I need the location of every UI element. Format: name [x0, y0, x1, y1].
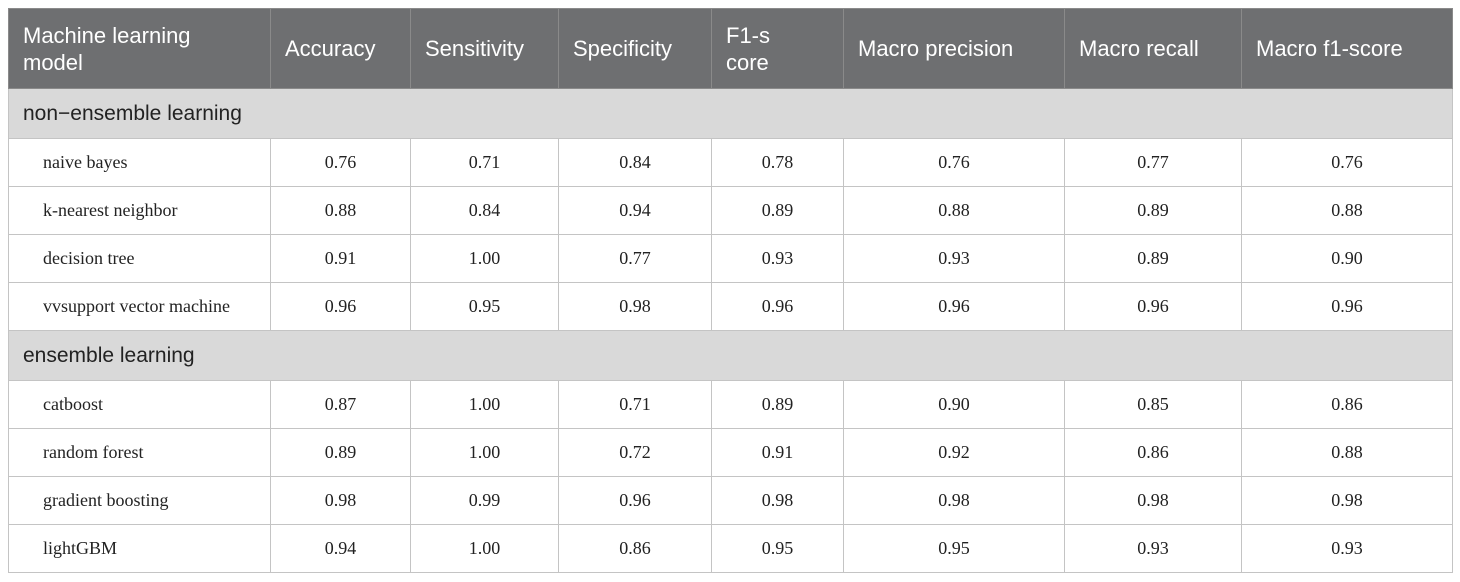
model-name: gradient boosting	[8, 476, 271, 525]
metric-value: 0.95	[410, 282, 559, 331]
header-text: Machine learning model	[23, 22, 191, 75]
metric-value: 0.98	[270, 476, 411, 525]
group-label: non−ensemble learning	[8, 88, 1453, 139]
metric-value: 0.96	[270, 282, 411, 331]
data-row: gradient boosting 0.98 0.99 0.96 0.98 0.98 0.9…	[8, 476, 1453, 525]
metric-value: 0.90	[843, 380, 1065, 429]
metric-value: 0.94	[270, 524, 411, 573]
model-name: vvsupport vector machine	[8, 282, 271, 331]
metric-value: 1.00	[410, 428, 559, 477]
metric-value: 0.88	[843, 186, 1065, 235]
metric-value: 0.89	[1064, 186, 1242, 235]
header-text: Macro precision	[858, 36, 1014, 61]
data-row: k-nearest neighbor 0.88 0.84 0.94 0.89 0.88 0.…	[8, 186, 1453, 235]
data-row: decision tree 0.91 1.00 0.77 0.93 0.93 0.89 0.9…	[8, 234, 1453, 283]
metric-value: 0.88	[1241, 186, 1453, 235]
metric-value: 0.91	[711, 428, 844, 477]
data-row: lightGBM 0.94 1.00 0.86 0.95 0.95 0.93 0.93	[8, 524, 1453, 573]
metric-value: 0.95	[711, 524, 844, 573]
header-text: Macro f1-score	[1256, 36, 1403, 61]
metric-value: 0.76	[843, 138, 1065, 187]
metric-value: 0.93	[843, 234, 1065, 283]
metric-value: 0.76	[1241, 138, 1453, 187]
metric-value: 0.98	[558, 282, 712, 331]
header-cell: Accuracy	[270, 8, 411, 89]
header-cell: Specificity	[558, 8, 712, 89]
metric-value: 0.88	[1241, 428, 1453, 477]
metric-value: 0.93	[711, 234, 844, 283]
metric-value: 0.89	[1064, 234, 1242, 283]
model-name: naive bayes	[8, 138, 271, 187]
group-row: non−ensemble learning	[8, 88, 1453, 139]
metric-value: 0.88	[270, 186, 411, 235]
metric-value: 0.86	[558, 524, 712, 573]
header-cell: Sensitivity	[410, 8, 559, 89]
metric-value: 0.89	[711, 380, 844, 429]
model-name: random forest	[8, 428, 271, 477]
metric-value: 0.92	[843, 428, 1065, 477]
data-row: vvsupport vector machine 0.96 0.95 0.98 0.96…	[8, 282, 1453, 331]
header-text: Sensitivity	[425, 36, 525, 61]
metric-value: 0.95	[843, 524, 1065, 573]
group-row: ensemble learning	[8, 330, 1453, 381]
header-text: Accuracy	[285, 36, 376, 61]
metric-value: 0.84	[410, 186, 559, 235]
table-body: non−ensemble learning naive bayes 0.76 0.71…	[8, 88, 1453, 573]
model-name: decision tree	[8, 234, 271, 283]
metric-value: 0.72	[558, 428, 712, 477]
model-name: catboost	[8, 380, 271, 429]
header-cell: Macro f1-score	[1241, 8, 1453, 89]
header-text: F1-score	[726, 22, 770, 75]
metric-value: 0.71	[410, 138, 559, 187]
header-cell: F1-score	[711, 8, 844, 89]
data-row: random forest 0.89 1.00 0.72 0.91 0.92 0.86 0.8…	[8, 428, 1453, 477]
metric-value: 1.00	[410, 234, 559, 283]
metric-value: 1.00	[410, 524, 559, 573]
model-name: lightGBM	[8, 524, 271, 573]
metric-value: 0.89	[711, 186, 844, 235]
metric-value: 0.77	[558, 234, 712, 283]
metric-value: 0.98	[1064, 476, 1242, 525]
data-row: catboost 0.87 1.00 0.71 0.89 0.90 0.85 0.86	[8, 380, 1453, 429]
group-label: ensemble learning	[8, 330, 1453, 381]
metric-value: 0.86	[1241, 380, 1453, 429]
metric-value: 0.78	[711, 138, 844, 187]
metric-value: 0.86	[1064, 428, 1242, 477]
metric-value: 0.99	[410, 476, 559, 525]
metric-value: 0.90	[1241, 234, 1453, 283]
metric-value: 0.98	[711, 476, 844, 525]
metric-value: 0.96	[558, 476, 712, 525]
metric-value: 0.71	[558, 380, 712, 429]
header-text: Macro recall	[1079, 36, 1199, 61]
metric-value: 0.93	[1241, 524, 1453, 573]
model-name: k-nearest neighbor	[8, 186, 271, 235]
metric-value: 1.00	[410, 380, 559, 429]
header-cell: Machine learning model	[8, 8, 271, 89]
metric-value: 0.98	[1241, 476, 1453, 525]
metric-value: 0.84	[558, 138, 712, 187]
metric-value: 0.91	[270, 234, 411, 283]
metric-value: 0.87	[270, 380, 411, 429]
results-table: Machine learning model Accuracy Sensitivit…	[8, 8, 1453, 573]
header-text: Specificity	[573, 36, 673, 61]
metric-value: 0.85	[1064, 380, 1242, 429]
header-row: Machine learning model Accuracy Sensitivit…	[8, 8, 1453, 89]
data-row: naive bayes 0.76 0.71 0.84 0.78 0.76 0.77 0.76	[8, 138, 1453, 187]
metric-value: 0.94	[558, 186, 712, 235]
metric-value: 0.77	[1064, 138, 1242, 187]
metric-value: 0.96	[711, 282, 844, 331]
metric-value: 0.98	[843, 476, 1065, 525]
metric-value: 0.76	[270, 138, 411, 187]
metric-value: 0.96	[843, 282, 1065, 331]
metric-value: 0.89	[270, 428, 411, 477]
header-cell: Macro precision	[843, 8, 1065, 89]
metric-value: 0.96	[1241, 282, 1453, 331]
metric-value: 0.96	[1064, 282, 1242, 331]
metric-value: 0.93	[1064, 524, 1242, 573]
header-cell: Macro recall	[1064, 8, 1242, 89]
